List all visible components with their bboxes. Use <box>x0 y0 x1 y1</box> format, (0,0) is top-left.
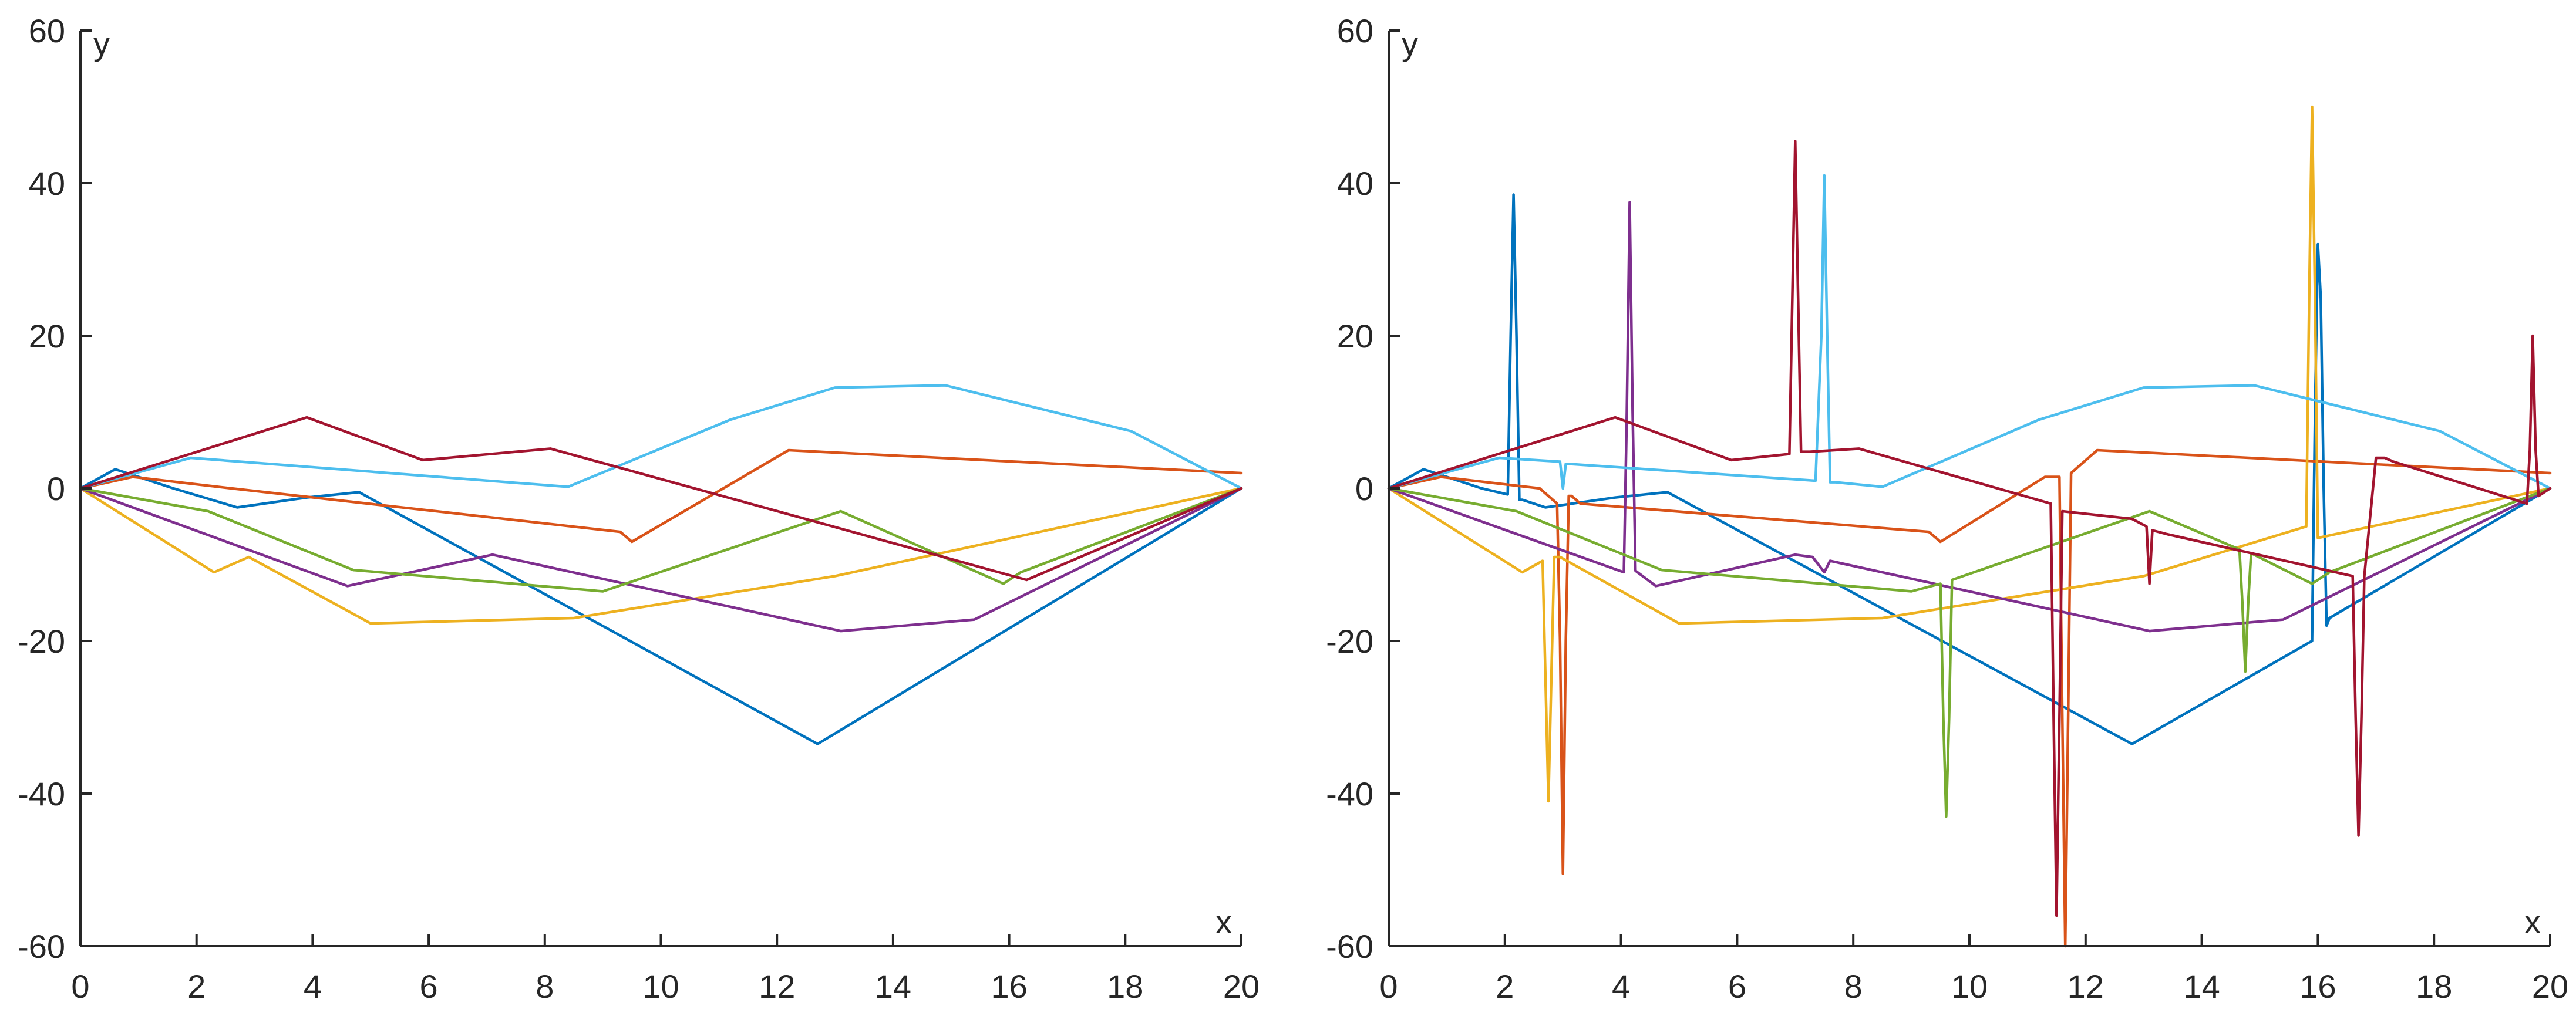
chart1-y-tick-label: 20 <box>29 318 65 355</box>
left-plot-panel: 0 2 4 6 8 10 12 14 16 18 20 60 40 20 0 -20 -40 -60 y x <box>18 12 1260 1005</box>
chart2-x-tick-label: 8 <box>1844 968 1863 1005</box>
chart2-x-tick-label: 0 <box>1379 968 1398 1005</box>
chart1-x-tick-label: 10 <box>642 968 679 1005</box>
chart2-x-axis-label: x <box>2524 903 2541 940</box>
chart1-x-tick-label: 2 <box>187 968 206 1005</box>
chart2-x-tick-label: 18 <box>2416 968 2452 1005</box>
chart2-y-axis-label: y <box>1402 25 1418 62</box>
chart1-series-4-line <box>79 487 1243 633</box>
chart1-x-tick-label: 12 <box>759 968 795 1005</box>
chart2-series-4-line <box>1387 201 2552 633</box>
chart2-x-tick-label: 16 <box>2299 968 2336 1005</box>
chart2-x-tick-label: 4 <box>1612 968 1630 1005</box>
chart1-x-tick-label: 4 <box>304 968 322 1005</box>
right-plot-panel: 0 2 4 6 8 10 12 14 16 18 20 60 40 20 0 -20 -40 -60 y x <box>1326 12 2568 1005</box>
chart1-x-tick-label: 20 <box>1223 968 1260 1005</box>
chart1-y-tick-label: 60 <box>29 12 65 49</box>
chart2-y-tick-label: 60 <box>1337 12 1373 49</box>
chart1-series-6-line <box>79 384 1243 490</box>
chart2-y-tick-label: -60 <box>1326 928 1373 965</box>
chart1-series-1-line <box>79 468 1243 745</box>
chart2-x-tick-label: 2 <box>1496 968 1514 1005</box>
chart1-series-5-line <box>79 487 1243 593</box>
chart2-x-tick-label: 10 <box>1951 968 1988 1005</box>
chart1-x-tick-label: 18 <box>1107 968 1143 1005</box>
chart2-series-6-line <box>1387 174 2552 490</box>
chart1-y-tick-label: -60 <box>18 928 65 965</box>
chart1-series-2-line <box>79 448 1243 544</box>
chart1-x-tick-label: 14 <box>875 968 911 1005</box>
chart2-series-1-line <box>1387 193 2552 745</box>
chart1-x-tick-label: 16 <box>991 968 1027 1005</box>
chart2-x-tick-label: 6 <box>1728 968 1746 1005</box>
chart1-x-tick-label: 6 <box>420 968 438 1005</box>
chart1-y-tick-label: -40 <box>18 775 65 812</box>
chart1-y-tick-label: 0 <box>47 470 65 507</box>
chart2-y-tick-label: 40 <box>1337 165 1373 202</box>
chart2-series-3-line <box>1387 105 2552 803</box>
chart2-y-tick-label: 20 <box>1337 318 1373 355</box>
chart1-y-tick-label: 40 <box>29 165 65 202</box>
chart1-y-tick-label: -20 <box>18 623 65 660</box>
chart2-series-7-line <box>1387 140 2552 917</box>
chart1-series-3-line <box>79 487 1243 625</box>
chart2-x-tick-label: 20 <box>2532 968 2568 1005</box>
chart2-y-tick-label: -40 <box>1326 775 1373 812</box>
chart2-y-tick-label: -20 <box>1326 623 1373 660</box>
chart1-x-tick-label: 0 <box>71 968 89 1005</box>
chart1-y-axis-label: y <box>93 25 110 62</box>
chart1-series-7-line <box>79 416 1243 582</box>
chart2-x-tick-label: 12 <box>2067 968 2104 1005</box>
chart2-y-tick-label: 0 <box>1355 470 1373 507</box>
chart1-x-axis-label: x <box>1215 903 1232 940</box>
chart2-x-tick-label: 14 <box>2183 968 2220 1005</box>
chart1-x-tick-label: 8 <box>536 968 554 1005</box>
